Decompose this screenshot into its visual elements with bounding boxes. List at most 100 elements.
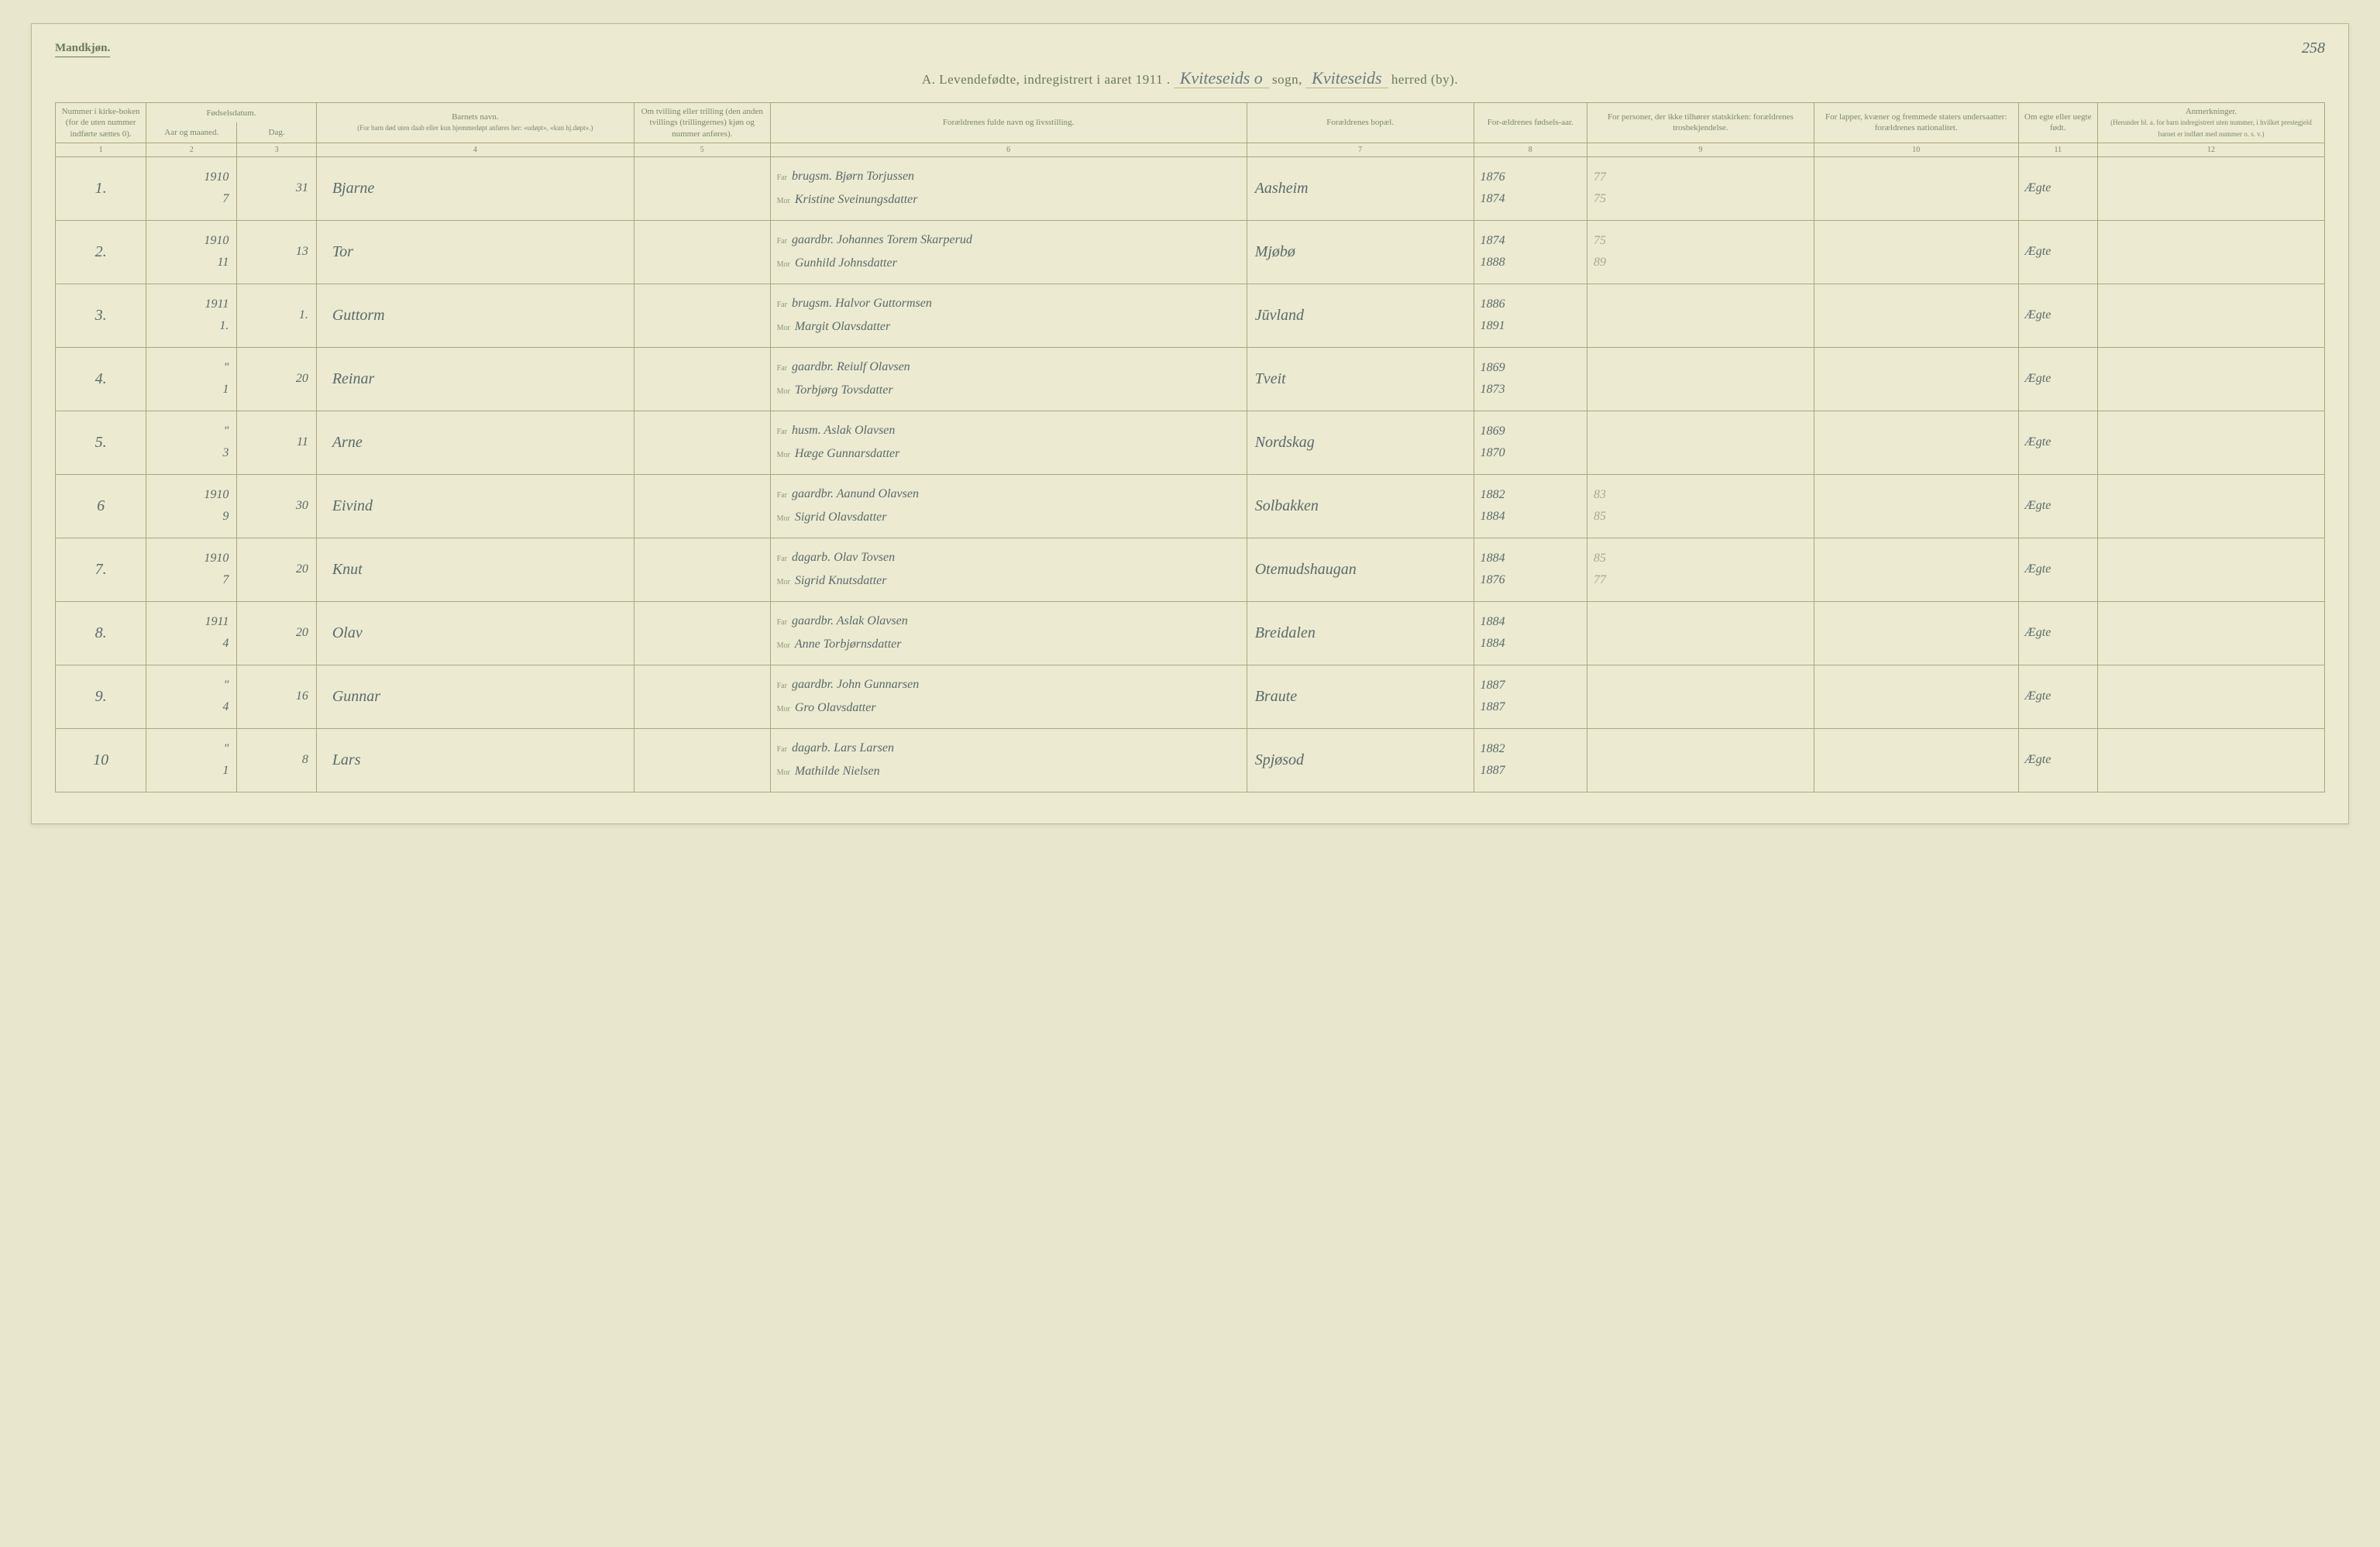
parents: Fargaardbr. Johannes Torem SkarperudMorG… xyxy=(770,220,1247,284)
twin-cell xyxy=(634,601,770,665)
day: 30 xyxy=(237,474,317,538)
twin-cell xyxy=(634,220,770,284)
father-name: gaardbr. Aslak Olavsen xyxy=(792,614,908,627)
table-row: 4."120ReinarFargaardbr. Reiulf OlavsenMo… xyxy=(56,347,2325,411)
far-label: Far xyxy=(777,428,787,436)
child-name: Guttorm xyxy=(316,284,634,347)
table-row: 5."311ArneFarhusm. Aslak OlavsenMorHæge … xyxy=(56,411,2325,474)
residence: Breidalen xyxy=(1247,601,1474,665)
child-name: Eivind xyxy=(316,474,634,538)
day: 8 xyxy=(237,728,317,792)
mor-label: Mor xyxy=(777,705,790,713)
mor-label: Mor xyxy=(777,641,790,650)
col-11-header: Om egte eller uegte født. xyxy=(2018,103,2098,143)
father-name: dagarb. Lars Larsen xyxy=(792,741,894,755)
far-label: Far xyxy=(777,364,787,373)
table-row: 1.1910731BjarneFarbrugsm. Bjørn Torjusse… xyxy=(56,156,2325,220)
far-label: Far xyxy=(777,301,787,309)
col10-cell xyxy=(1814,220,2018,284)
residence: Spjøsod xyxy=(1247,728,1474,792)
parents: Fardagarb. Olav TovsenMorSigrid Knutsdat… xyxy=(770,538,1247,601)
child-name: Lars xyxy=(316,728,634,792)
row-number: 1. xyxy=(56,156,146,220)
legitimacy: Ægte xyxy=(2018,665,2098,728)
colnum: 12 xyxy=(2098,143,2325,156)
legitimacy: Ægte xyxy=(2018,347,2098,411)
parent-birth-years: 18861891 xyxy=(1474,284,1587,347)
sogn-label: sogn, xyxy=(1272,72,1302,87)
row-number: 8. xyxy=(56,601,146,665)
gender-label: Mandkjøn. xyxy=(55,42,110,57)
col10-cell xyxy=(1814,538,2018,601)
parent-birth-years: 18691870 xyxy=(1474,411,1587,474)
register-table: Nummer i kirke-boken (for de uten nummer… xyxy=(55,102,2325,792)
parent-birth-years: 18841876 xyxy=(1474,538,1587,601)
table-row: 61910930EivindFargaardbr. Aanund Olavsen… xyxy=(56,474,2325,538)
father-name: brugsm. Halvor Guttormsen xyxy=(792,297,932,310)
residence: Otemudshaugan xyxy=(1247,538,1474,601)
table-row: 2.19101113TorFargaardbr. Johannes Torem … xyxy=(56,220,2325,284)
page-number: 258 xyxy=(2302,40,2325,57)
remarks xyxy=(2098,284,2325,347)
col10-cell xyxy=(1814,728,2018,792)
year-month: 19107 xyxy=(146,538,237,601)
remarks xyxy=(2098,474,2325,538)
colnum: 7 xyxy=(1247,143,1474,156)
col9-notes: 8577 xyxy=(1587,538,1814,601)
parent-birth-years: 18871887 xyxy=(1474,665,1587,728)
table-row: 3.19111.1.GuttormFarbrugsm. Halvor Gutto… xyxy=(56,284,2325,347)
mother-name: Sigrid Olavsdatter xyxy=(795,511,887,524)
remarks xyxy=(2098,156,2325,220)
header-row: Mandkjøn. 258 xyxy=(55,40,2325,57)
col-6-header: Forældrenes fulde navn og livsstilling. xyxy=(770,103,1247,143)
parents: Farbrugsm. Bjørn TorjussenMorKristine Sv… xyxy=(770,156,1247,220)
mother-name: Margit Olavsdatter xyxy=(795,320,890,333)
far-label: Far xyxy=(777,618,787,627)
herred-written: Kviteseids xyxy=(1305,68,1388,88)
legitimacy: Ægte xyxy=(2018,538,2098,601)
col10-cell xyxy=(1814,665,2018,728)
row-number: 2. xyxy=(56,220,146,284)
remarks xyxy=(2098,220,2325,284)
col-4-header: Barnets navn. (For barn død uten daab el… xyxy=(316,103,634,143)
father-name: husm. Aslak Olavsen xyxy=(792,424,895,437)
day: 11 xyxy=(237,411,317,474)
col9-notes xyxy=(1587,411,1814,474)
mother-name: Sigrid Knutsdatter xyxy=(795,574,887,587)
child-name: Gunnar xyxy=(316,665,634,728)
remarks xyxy=(2098,601,2325,665)
far-label: Far xyxy=(777,491,787,500)
col-4-title: Barnets navn. xyxy=(452,112,498,122)
colnum: 2 xyxy=(146,143,237,156)
row-number: 5. xyxy=(56,411,146,474)
col-2a-header: Aar og maaned. xyxy=(146,122,237,143)
colnum: 3 xyxy=(237,143,317,156)
col10-cell xyxy=(1814,601,2018,665)
colnum: 11 xyxy=(2018,143,2098,156)
twin-cell xyxy=(634,665,770,728)
year-month: "1 xyxy=(146,728,237,792)
mor-label: Mor xyxy=(777,197,790,205)
col9-notes xyxy=(1587,665,1814,728)
day: 16 xyxy=(237,665,317,728)
table-head: Nummer i kirke-boken (for de uten nummer… xyxy=(56,103,2325,157)
father-name: gaardbr. John Gunnarsen xyxy=(792,678,919,691)
far-label: Far xyxy=(777,682,787,690)
col-1-header: Nummer i kirke-boken (for de uten nummer… xyxy=(56,103,146,143)
mor-label: Mor xyxy=(777,260,790,269)
mother-name: Torbjørg Tovsdatter xyxy=(795,383,893,397)
table-row: 10"18LarsFardagarb. Lars LarsenMorMathil… xyxy=(56,728,2325,792)
residence: Tveit xyxy=(1247,347,1474,411)
legitimacy: Ægte xyxy=(2018,728,2098,792)
mor-label: Mor xyxy=(777,451,790,459)
col9-notes xyxy=(1587,601,1814,665)
parents: Fargaardbr. Aanund OlavsenMorSigrid Olav… xyxy=(770,474,1247,538)
year-month: 19109 xyxy=(146,474,237,538)
residence: Jūvland xyxy=(1247,284,1474,347)
colnum: 4 xyxy=(316,143,634,156)
year-month: 191011 xyxy=(146,220,237,284)
col9-notes xyxy=(1587,728,1814,792)
col-12-sub: (Herunder bl. a. for barn indregistrert … xyxy=(2110,119,2312,137)
mor-label: Mor xyxy=(777,578,790,586)
day: 31 xyxy=(237,156,317,220)
